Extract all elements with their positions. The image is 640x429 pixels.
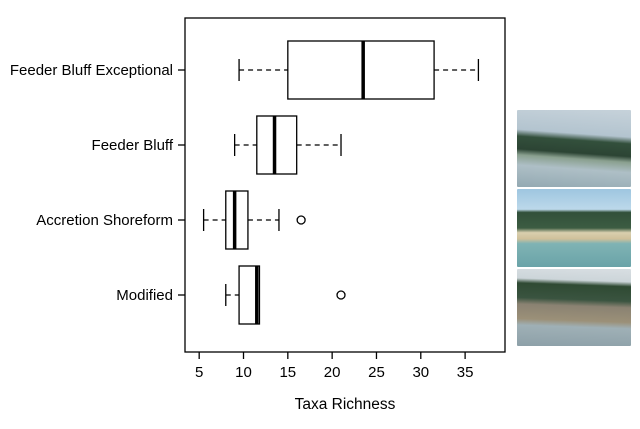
photo-strip [517, 30, 631, 346]
plot-border [184, 17, 506, 353]
chart-render-layer: 5 10 15 20 25 30 35 Feeder Bluff Exceptional Fee… [10, 17, 506, 381]
iqr-box [225, 190, 249, 250]
category-label: Modified [116, 287, 173, 304]
category-label: Feeder Bluff Exceptional [10, 62, 173, 79]
photo-feeder-bluff-exceptional [517, 30, 631, 108]
category-label: Accretion Shoreform [36, 212, 173, 229]
x-axis-title: Taxa Richness [295, 396, 396, 413]
x-tick-label: 10 [235, 364, 252, 381]
x-tick-label: 35 [457, 364, 474, 381]
photo-accretion-shoreform [517, 189, 631, 267]
boxplot-chart: 5 10 15 20 25 30 35 Feeder Bluff Exceptional Fee… [10, 17, 506, 413]
iqr-box [238, 265, 261, 325]
x-tick-label: 30 [412, 364, 429, 381]
x-tick-label: 5 [195, 364, 203, 381]
x-tick-label: 25 [368, 364, 385, 381]
outlier-point [336, 290, 346, 300]
photo-modified [517, 268, 631, 346]
photo-feeder-bluff [517, 109, 631, 187]
x-tick-label: 15 [279, 364, 296, 381]
iqr-box [256, 115, 298, 175]
x-tick-label: 20 [324, 364, 341, 381]
category-label: Feeder Bluff [92, 137, 174, 154]
outlier-point [296, 215, 306, 225]
iqr-box [287, 40, 435, 100]
